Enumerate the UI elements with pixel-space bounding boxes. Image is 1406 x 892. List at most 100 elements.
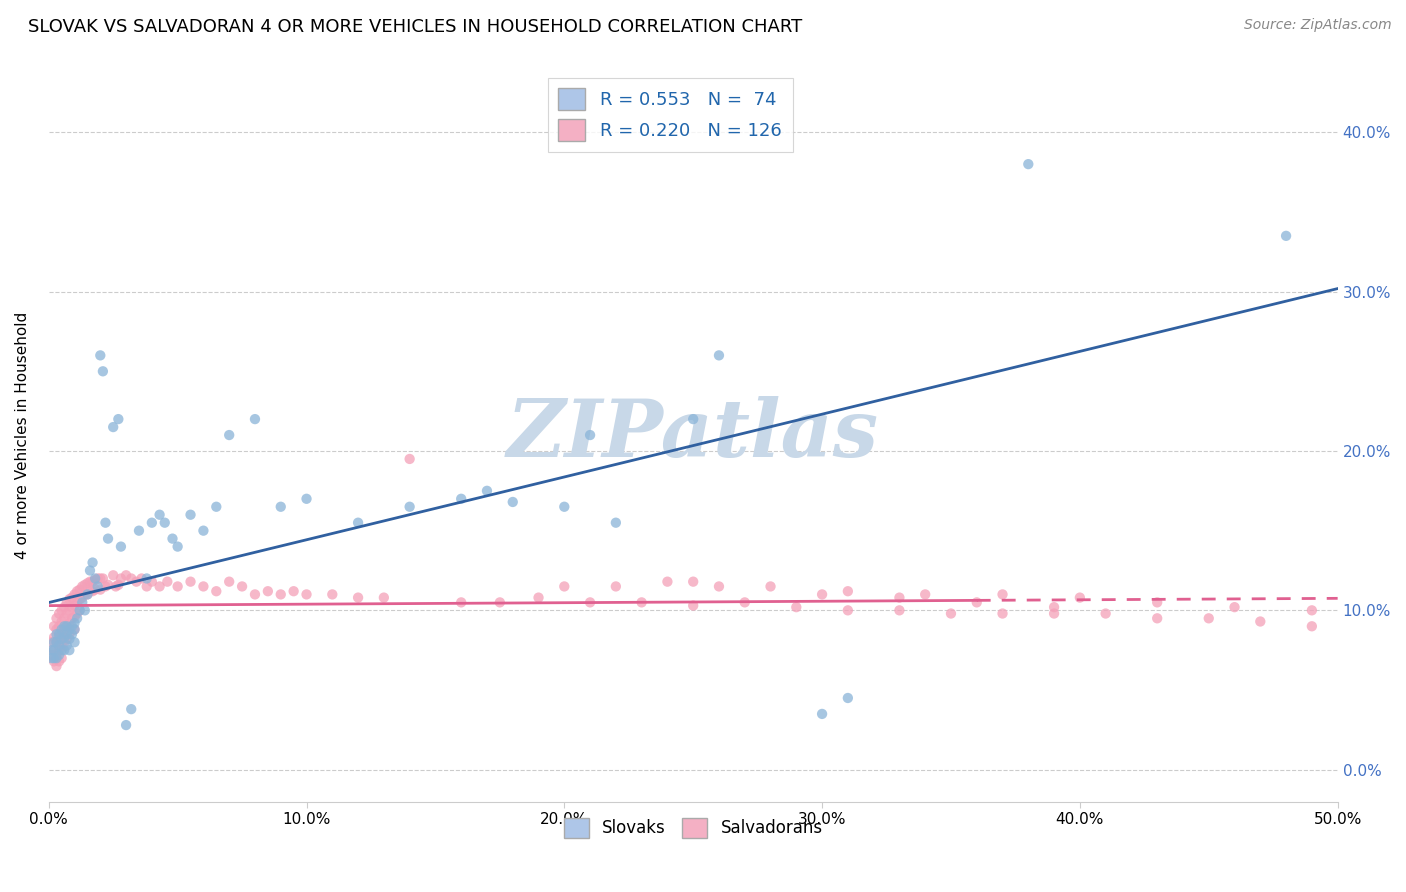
Point xyxy=(218,428,240,442)
Point xyxy=(41,651,63,665)
Point xyxy=(45,651,67,665)
Point xyxy=(56,595,79,609)
Point xyxy=(630,595,652,609)
Point xyxy=(966,595,988,609)
Point xyxy=(66,607,89,621)
Point xyxy=(89,582,111,597)
Point xyxy=(41,635,63,649)
Point xyxy=(51,643,73,657)
Point xyxy=(82,574,104,589)
Point xyxy=(205,584,228,599)
Point xyxy=(553,579,575,593)
Point xyxy=(48,648,70,662)
Point xyxy=(682,599,704,613)
Point xyxy=(41,648,63,662)
Point xyxy=(56,619,79,633)
Point xyxy=(107,578,129,592)
Point xyxy=(89,348,111,362)
Point xyxy=(527,591,550,605)
Text: SLOVAK VS SALVADORAN 4 OR MORE VEHICLES IN HOUSEHOLD CORRELATION CHART: SLOVAK VS SALVADORAN 4 OR MORE VEHICLES … xyxy=(28,18,803,36)
Point xyxy=(811,587,834,601)
Point xyxy=(889,591,911,605)
Point xyxy=(1069,591,1091,605)
Point xyxy=(270,500,292,514)
Point xyxy=(60,627,83,641)
Point xyxy=(1017,157,1039,171)
Point xyxy=(193,524,215,538)
Point xyxy=(58,643,80,657)
Point xyxy=(991,607,1014,621)
Point xyxy=(53,623,76,637)
Point xyxy=(79,564,101,578)
Point xyxy=(149,508,172,522)
Point xyxy=(1198,611,1220,625)
Point xyxy=(1043,607,1066,621)
Point xyxy=(72,591,94,605)
Point xyxy=(166,579,188,593)
Legend: Slovaks, Salvadorans: Slovaks, Salvadorans xyxy=(557,811,830,845)
Point xyxy=(45,627,67,641)
Point xyxy=(1146,595,1168,609)
Point xyxy=(1249,615,1271,629)
Point xyxy=(1043,600,1066,615)
Point xyxy=(87,572,110,586)
Point xyxy=(58,592,80,607)
Point xyxy=(42,654,65,668)
Point xyxy=(889,603,911,617)
Point xyxy=(373,591,395,605)
Point xyxy=(347,516,370,530)
Point xyxy=(398,452,420,467)
Point xyxy=(53,643,76,657)
Text: ZIPatlas: ZIPatlas xyxy=(508,396,879,474)
Point xyxy=(605,579,627,593)
Point xyxy=(131,572,153,586)
Point xyxy=(347,591,370,605)
Point xyxy=(295,491,318,506)
Point xyxy=(91,572,114,586)
Point xyxy=(502,495,524,509)
Point xyxy=(91,364,114,378)
Point xyxy=(48,654,70,668)
Point xyxy=(1146,611,1168,625)
Point xyxy=(1301,619,1323,633)
Point xyxy=(58,623,80,637)
Point xyxy=(45,635,67,649)
Point xyxy=(56,627,79,641)
Point xyxy=(56,607,79,621)
Point xyxy=(42,643,65,657)
Point xyxy=(69,603,91,617)
Point xyxy=(41,643,63,657)
Point xyxy=(489,595,512,609)
Point xyxy=(60,611,83,625)
Point xyxy=(51,639,73,653)
Point xyxy=(63,623,86,637)
Point xyxy=(76,587,98,601)
Point xyxy=(66,584,89,599)
Point xyxy=(125,574,148,589)
Point xyxy=(48,607,70,621)
Point xyxy=(72,579,94,593)
Point xyxy=(180,574,202,589)
Point xyxy=(69,603,91,617)
Point xyxy=(48,619,70,633)
Point xyxy=(48,639,70,653)
Point xyxy=(682,574,704,589)
Point xyxy=(63,587,86,601)
Point xyxy=(135,572,157,586)
Point xyxy=(759,579,782,593)
Point xyxy=(73,587,96,601)
Point xyxy=(42,643,65,657)
Point xyxy=(231,579,253,593)
Point xyxy=(82,556,104,570)
Point xyxy=(58,627,80,641)
Point xyxy=(398,500,420,514)
Point xyxy=(60,600,83,615)
Point xyxy=(48,631,70,645)
Point xyxy=(48,643,70,657)
Point xyxy=(63,599,86,613)
Point xyxy=(135,579,157,593)
Point xyxy=(53,611,76,625)
Point xyxy=(72,595,94,609)
Point xyxy=(45,648,67,662)
Point xyxy=(166,540,188,554)
